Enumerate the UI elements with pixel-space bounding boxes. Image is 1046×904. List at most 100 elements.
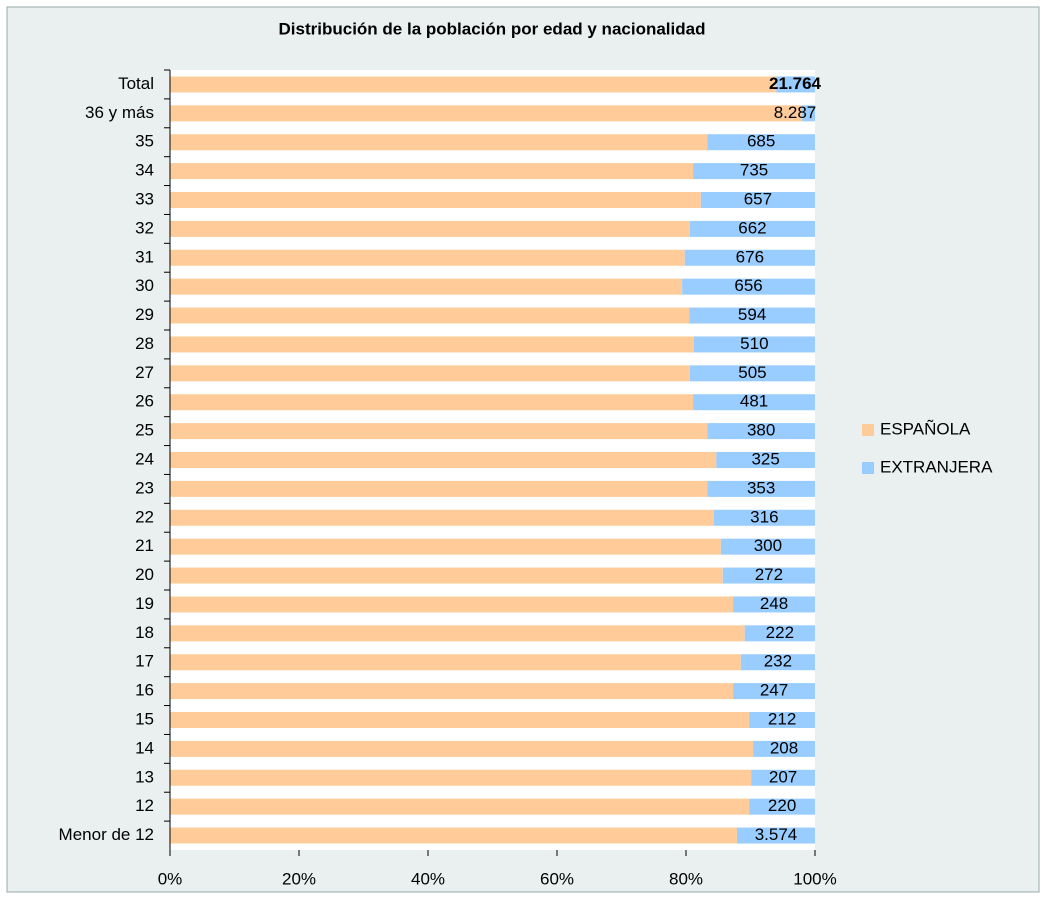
bar-label: 481 [740, 392, 768, 411]
y-tick-label: Total [118, 74, 154, 93]
bar-segment [170, 105, 803, 122]
bar-segment [170, 567, 723, 584]
y-tick-label: 27 [135, 363, 154, 382]
bar-label: 510 [740, 334, 768, 353]
y-tick-label: 20 [135, 565, 154, 584]
bar-segment [170, 307, 690, 324]
bar-segment [170, 538, 721, 555]
bar-label: 300 [754, 536, 782, 555]
bar-segment [684, 249, 815, 266]
bar-segment [170, 625, 745, 642]
bar-label: 247 [760, 681, 788, 700]
bar-label: 212 [768, 709, 796, 728]
legend-swatch [862, 462, 874, 474]
y-tick-label: 32 [135, 218, 154, 237]
bar-segment [693, 163, 815, 180]
bar-segment [170, 798, 750, 815]
y-tick-label: 34 [135, 161, 154, 180]
bar-segment [170, 827, 737, 844]
bar-segment [693, 394, 815, 411]
x-tick-label: 100% [793, 869, 836, 888]
bar-segment [170, 712, 750, 728]
bar-segment [170, 509, 714, 526]
bar-label: 222 [766, 623, 794, 642]
bar-segment [170, 683, 734, 700]
y-tick-label: 29 [135, 305, 154, 324]
legend-swatch [862, 424, 874, 436]
x-tick-label: 60% [540, 869, 574, 888]
bar-label: 325 [751, 449, 779, 468]
bar-segment [170, 596, 734, 613]
bar-label: 676 [736, 247, 764, 266]
bar-segment [707, 480, 815, 497]
x-tick-label: 80% [669, 869, 703, 888]
y-tick-label: 17 [135, 652, 154, 671]
bar-segment [753, 740, 815, 757]
bar-segment [682, 278, 815, 295]
bar-segment [749, 712, 815, 728]
y-tick-label: 21 [135, 536, 154, 555]
bar-segment [170, 480, 708, 497]
y-tick-label: 13 [135, 767, 154, 786]
y-tick-label: 18 [135, 623, 154, 642]
bar-segment [170, 163, 694, 180]
y-tick-label: 19 [135, 594, 154, 613]
y-tick-label: 12 [135, 796, 154, 815]
bar-segment [736, 827, 815, 844]
y-tick-label: 35 [135, 132, 154, 151]
bar-segment [700, 192, 815, 208]
bar-segment [733, 596, 815, 613]
y-tick-label: 26 [135, 392, 154, 411]
bar-label: 505 [738, 363, 766, 382]
bar-label: 248 [760, 594, 788, 613]
y-tick-label: 23 [135, 478, 154, 497]
y-tick-label: 15 [135, 709, 154, 728]
bar-segment [689, 307, 815, 324]
bar-segment [693, 336, 815, 353]
bar-label: 735 [740, 161, 768, 180]
bar-segment [749, 798, 815, 815]
bar-label: 657 [744, 189, 772, 208]
bar-label: 208 [770, 738, 798, 757]
y-tick-label: 33 [135, 189, 154, 208]
bar-segment [170, 452, 717, 468]
bar-label: 656 [734, 276, 762, 295]
bar-label: 685 [747, 132, 775, 151]
bar-segment [170, 336, 694, 353]
bar-label: 272 [755, 565, 783, 584]
bar-segment [722, 567, 815, 584]
y-tick-label: 22 [135, 507, 154, 526]
bar-segment [170, 769, 752, 786]
y-tick-label: 36 y más [85, 103, 154, 122]
y-tick-label: 16 [135, 681, 154, 700]
y-tick-label: 30 [135, 276, 154, 295]
y-tick-label: 25 [135, 421, 154, 440]
bar-label: 207 [769, 767, 797, 786]
bar-segment [751, 769, 815, 786]
bar-segment [716, 452, 815, 468]
y-tick-label: 28 [135, 334, 154, 353]
bar-label: 353 [747, 478, 775, 497]
bar-segment [170, 423, 708, 440]
bar-segment [720, 538, 815, 555]
bar-segment [744, 625, 815, 642]
bar-segment [776, 76, 815, 93]
y-tick-label: 31 [135, 247, 154, 266]
bar-segment [170, 365, 690, 382]
y-tick-label: Menor de 12 [59, 825, 154, 844]
bar-label: 220 [768, 796, 796, 815]
x-tick-label: 20% [282, 869, 316, 888]
bar-segment [802, 105, 815, 122]
legend-label: ESPAÑOLA [880, 419, 971, 438]
bar-segment [689, 220, 815, 237]
bar-segment [733, 683, 815, 700]
bar-segment [170, 220, 690, 237]
bar-segment [713, 509, 815, 526]
bar-segment [170, 654, 741, 671]
bar-label: 232 [764, 652, 792, 671]
bar-label: 8.287 [774, 103, 817, 122]
bar-segment [170, 134, 708, 151]
bar-segment [170, 394, 694, 411]
x-tick-label: 0% [158, 869, 183, 888]
